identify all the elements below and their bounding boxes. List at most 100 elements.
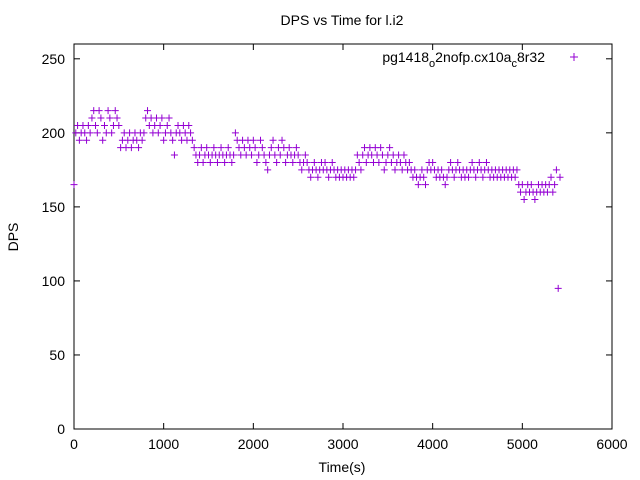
- data-point: [140, 129, 148, 137]
- data-point: [93, 129, 101, 137]
- x-tick-label: 4000: [417, 436, 448, 452]
- data-point: [165, 114, 173, 122]
- data-point: [552, 166, 560, 174]
- data-point: [97, 114, 105, 122]
- data-point: [88, 114, 96, 122]
- data-point: [138, 136, 146, 144]
- data-point: [513, 166, 521, 174]
- data-point: [377, 144, 385, 152]
- data-point: [83, 136, 91, 144]
- data-point: [441, 181, 449, 189]
- data-point: [92, 121, 100, 129]
- data-point: [187, 129, 195, 137]
- data-point: [314, 173, 322, 181]
- data-point: [278, 136, 286, 144]
- data-point: [321, 158, 329, 166]
- data-point: [531, 195, 539, 203]
- data-point: [549, 188, 557, 196]
- data-point: [248, 151, 256, 159]
- data-point: [429, 158, 437, 166]
- data-point: [144, 107, 152, 115]
- data-point: [479, 173, 487, 181]
- y-axis: 0 50 100 150 200 250: [42, 51, 612, 437]
- data-points: [70, 107, 564, 292]
- y-tick-label: 100: [42, 273, 66, 289]
- plot-frame: [73, 43, 613, 430]
- data-point: [217, 144, 225, 152]
- data-point: [203, 144, 211, 152]
- data-point: [230, 151, 238, 159]
- data-point: [135, 144, 143, 152]
- y-tick-label: 50: [49, 347, 65, 363]
- data-point: [199, 158, 207, 166]
- data-point: [158, 114, 166, 122]
- plot-border: [73, 43, 613, 430]
- data-point: [450, 173, 458, 181]
- data-point: [411, 166, 419, 174]
- chart-title: DPS vs Time for l.i2: [281, 12, 404, 28]
- data-point: [86, 129, 94, 137]
- data-point: [258, 144, 266, 152]
- data-point: [228, 158, 236, 166]
- data-point: [251, 144, 259, 152]
- y-tick-label: 250: [42, 51, 66, 67]
- data-point: [264, 166, 272, 174]
- x-tick-label: 3000: [327, 436, 358, 452]
- data-point: [443, 173, 451, 181]
- data-point: [273, 158, 281, 166]
- data-point: [210, 144, 218, 152]
- data-point: [357, 166, 365, 174]
- data-point: [310, 158, 318, 166]
- data-point: [95, 107, 103, 115]
- data-point: [520, 195, 528, 203]
- data-point: [375, 158, 383, 166]
- data-point: [106, 114, 114, 122]
- x-tick-label: 1000: [148, 436, 179, 452]
- y-axis-label: DPS: [5, 223, 21, 252]
- data-point: [75, 136, 83, 144]
- data-point: [292, 144, 300, 152]
- data-point: [350, 173, 358, 181]
- data-point: [269, 136, 277, 144]
- data-point: [84, 121, 92, 129]
- data-point: [468, 158, 476, 166]
- data-point: [414, 181, 422, 189]
- data-point: [298, 166, 306, 174]
- y-tick-label: 200: [42, 125, 66, 141]
- data-point: [100, 121, 108, 129]
- x-axis: 0 1000 2000 3000 4000 5000 6000: [70, 44, 628, 452]
- data-point: [282, 158, 290, 166]
- data-point: [303, 158, 311, 166]
- data-point: [262, 158, 270, 166]
- data-point: [405, 158, 413, 166]
- data-point: [438, 166, 446, 174]
- data-point: [163, 121, 171, 129]
- data-point: [111, 107, 119, 115]
- data-point: [472, 173, 480, 181]
- data-point: [154, 129, 162, 137]
- data-point: [454, 158, 462, 166]
- data-point: [104, 107, 112, 115]
- data-point: [267, 144, 275, 152]
- data-point: [420, 173, 428, 181]
- data-point: [190, 144, 198, 152]
- x-tick-label: 5000: [507, 436, 538, 452]
- data-point: [249, 136, 257, 144]
- data-point: [386, 144, 394, 152]
- legend-label: pg1418o2nofp.cx10ac8r32: [382, 49, 545, 70]
- data-point: [328, 158, 336, 166]
- data-point: [547, 173, 555, 181]
- data-point: [231, 129, 239, 137]
- data-point: [556, 173, 564, 181]
- data-point: [188, 136, 196, 144]
- data-point: [482, 158, 490, 166]
- data-point: [285, 144, 293, 152]
- data-point: [475, 158, 483, 166]
- y-tick-label: 150: [42, 199, 66, 215]
- data-point: [289, 158, 297, 166]
- data-point: [108, 129, 116, 137]
- data-point: [554, 284, 562, 292]
- data-point: [355, 158, 363, 166]
- data-point: [213, 158, 221, 166]
- data-point: [169, 136, 177, 144]
